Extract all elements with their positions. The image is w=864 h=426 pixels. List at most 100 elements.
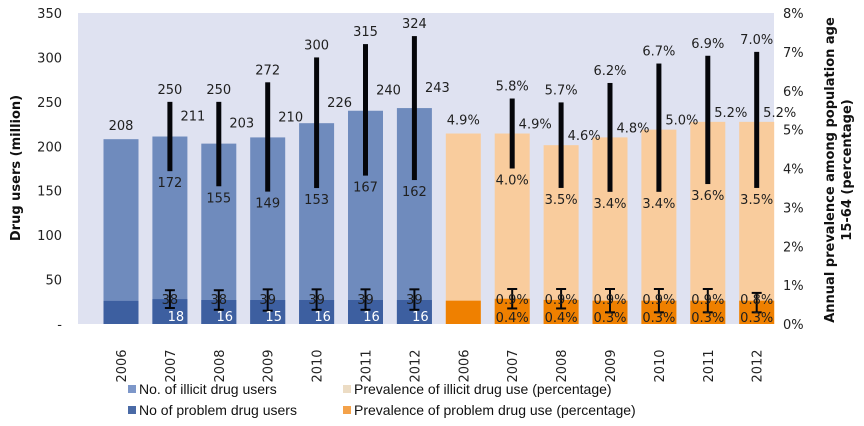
range-high-label-problem-prevalence: 0.8% — [740, 293, 773, 308]
legend-item-problem-users: No of problem drug users — [128, 402, 297, 418]
value-label-illicit-users: 243 — [425, 81, 450, 96]
bar-problem-users — [250, 300, 286, 324]
range-high-label-illicit-users: 250 — [206, 83, 231, 98]
error-bars — [164, 36, 762, 314]
range-bar — [216, 101, 222, 187]
right-axis-ticks: 0% 1% 2% 3% 4% 5% 6% 7% 8% — [783, 7, 804, 333]
value-label-illicit-prevalence: 5.2% — [714, 106, 747, 121]
left-axis-ticks: - 50 100 150 200 250 300 350 — [37, 7, 62, 333]
range-low-label-illicit-prevalence: 3.4% — [642, 197, 675, 212]
x-tick-label: 2010 — [653, 349, 668, 382]
range-low-label-illicit-users: 162 — [402, 185, 427, 200]
value-label-illicit-users: 240 — [376, 84, 401, 99]
range-high-label-problem-prevalence: 0.9% — [545, 293, 578, 308]
range-high-label-illicit-users: 250 — [157, 83, 182, 98]
range-bar — [411, 36, 417, 181]
bar-problem-users — [201, 300, 237, 324]
left-tick-label: 350 — [37, 7, 62, 22]
range-low-label-problem-prevalence: 0.4% — [545, 311, 578, 326]
x-tick-label: 2011 — [702, 349, 717, 382]
range-low-label-problem-users: 16 — [314, 310, 331, 325]
left-tick-label: 150 — [37, 185, 62, 200]
range-bar — [558, 102, 564, 188]
range-low-label-illicit-users: 167 — [353, 181, 378, 196]
left-axis-title: Drug users (million) — [9, 95, 24, 241]
value-label-illicit-users: 226 — [327, 96, 352, 111]
range-bar — [656, 63, 662, 192]
range-low-label-illicit-prevalence: 3.4% — [593, 197, 626, 212]
legend-swatch-illicit-users — [128, 385, 136, 393]
right-tick-label: 0% — [783, 318, 804, 333]
range-low-label-illicit-prevalence: 4.0% — [496, 174, 529, 189]
value-label-illicit-users: 208 — [109, 119, 134, 134]
left-tick-label: 250 — [37, 96, 62, 111]
right-tick-label: 3% — [783, 201, 804, 216]
range-high-label-problem-users: 39 — [357, 293, 374, 308]
right-tick-label: 2% — [783, 240, 804, 255]
range-high-label-illicit-prevalence: 6.7% — [642, 45, 675, 60]
range-high-label-illicit-users: 315 — [353, 25, 378, 40]
value-label-illicit-prevalence: 4.6% — [568, 129, 601, 144]
left-tick-label: - — [57, 318, 62, 333]
range-low-label-illicit-prevalence: 3.5% — [740, 193, 773, 208]
bar-problem-users — [103, 300, 139, 324]
right-tick-label: 6% — [783, 85, 804, 100]
range-low-label-problem-users: 16 — [363, 310, 380, 325]
left-tick-label: 300 — [37, 51, 62, 66]
value-label-illicit-prevalence: 5.2% — [763, 106, 796, 121]
range-high-label-problem-users: 38 — [211, 293, 228, 308]
value-label-illicit-users: 211 — [180, 110, 205, 125]
range-high-label-illicit-users: 324 — [402, 17, 427, 32]
value-label-illicit-users: 203 — [229, 117, 254, 132]
range-high-label-illicit-users: 272 — [255, 63, 280, 78]
bar-problem-users — [396, 300, 432, 324]
legend-item-illicit-users: No. of illicit drug users — [128, 381, 277, 397]
right-tick-label: 8% — [783, 7, 804, 22]
left-tick-label: 200 — [37, 140, 62, 155]
legend-label-problem-users: No of problem drug users — [139, 402, 297, 418]
range-high-label-illicit-prevalence: 5.8% — [496, 80, 529, 95]
range-low-label-illicit-users: 172 — [157, 176, 182, 191]
legend-swatch-problem-prevalence — [343, 406, 351, 414]
left-tick-label: 100 — [37, 229, 62, 244]
range-bar — [265, 82, 271, 192]
range-high-label-problem-prevalence: 0.9% — [691, 293, 724, 308]
range-low-label-illicit-prevalence: 3.5% — [545, 193, 578, 208]
bar-problem-users — [299, 300, 335, 324]
value-label-illicit-prevalence: 4.9% — [519, 118, 552, 133]
x-tick-label: 2006 — [115, 349, 130, 382]
legend-label-illicit-users: No. of illicit drug users — [139, 381, 277, 397]
x-tick-label: 2012 — [751, 349, 766, 382]
legend-swatch-illicit-prevalence — [343, 385, 351, 393]
left-tick-label: 50 — [45, 274, 62, 289]
x-tick-label: 2009 — [604, 349, 619, 382]
range-high-label-problem-prevalence: 0.9% — [593, 293, 626, 308]
range-high-label-problem-users: 39 — [308, 293, 325, 308]
range-high-label-problem-users: 39 — [259, 293, 276, 308]
legend-item-problem-prevalence: Prevalence of problem drug use (percenta… — [343, 402, 636, 418]
range-high-label-illicit-prevalence: 7.0% — [740, 33, 773, 48]
right-tick-label: 5% — [783, 124, 804, 139]
range-low-label-problem-users: 18 — [168, 310, 185, 325]
range-low-label-problem-prevalence: 0.3% — [691, 311, 724, 326]
x-tick-label: 2011 — [360, 349, 375, 382]
range-bar — [363, 44, 368, 176]
right-tick-label: 7% — [783, 46, 804, 61]
x-tick-label: 2009 — [262, 349, 277, 382]
range-high-label-problem-users: 38 — [162, 293, 179, 308]
range-bar — [754, 51, 760, 188]
range-bar — [509, 98, 515, 169]
bar-illicit-prevalence — [445, 133, 481, 324]
range-bar — [705, 55, 711, 185]
range-low-label-illicit-users: 149 — [255, 197, 280, 212]
x-axis-ticks: 2006 2007 2008 2009 2010 2011 2012 2006 2007 2008… — [115, 349, 766, 382]
x-tick-label: 2012 — [408, 349, 423, 382]
right-tick-label: 1% — [783, 279, 804, 294]
range-low-label-illicit-prevalence: 3.6% — [691, 189, 724, 204]
right-axis-title-line2: 15-64 (percentage) — [840, 99, 855, 240]
value-label-illicit-prevalence: 5.0% — [665, 114, 698, 129]
value-label-illicit-prevalence: 4.8% — [616, 121, 649, 136]
legend-item-illicit-prevalence: Prevalence of illicit drug use (percenta… — [343, 381, 612, 397]
bar-problem-prevalence — [445, 300, 481, 324]
